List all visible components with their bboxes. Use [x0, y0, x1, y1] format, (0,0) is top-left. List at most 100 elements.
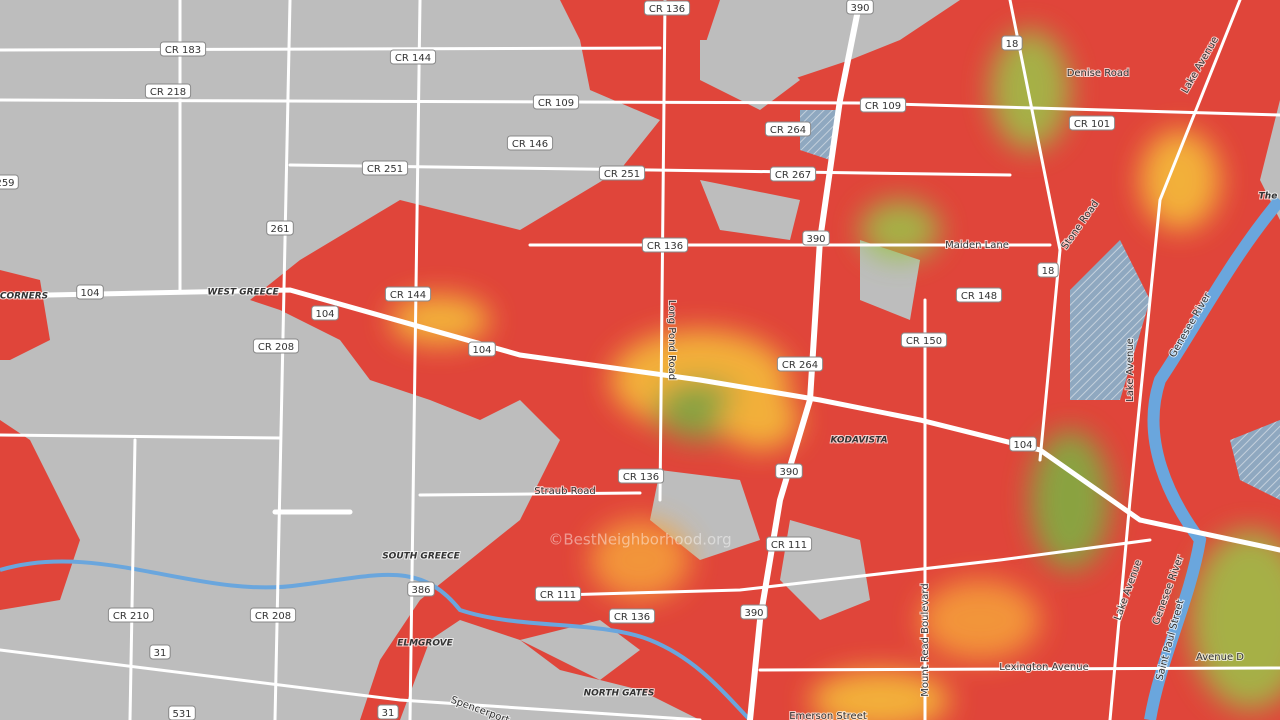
shield-label: 104 — [315, 309, 334, 320]
shield-label: 104 — [472, 345, 491, 356]
place-label: Lexington Avenue — [999, 662, 1088, 673]
shield-label: 104 — [80, 288, 99, 299]
shield — [769, 166, 817, 182]
water — [0, 196, 1280, 720]
shield — [1001, 35, 1023, 51]
shield-label: CR 218 — [150, 87, 186, 98]
road-shields: CR 136 390 CR 183 CR 144 18 CR 218 CR 109 CR 10… — [0, 0, 1116, 720]
shield — [107, 607, 155, 623]
shield — [1068, 115, 1116, 131]
shield — [643, 0, 691, 16]
shield — [955, 287, 1003, 303]
shield — [144, 83, 192, 99]
shield-label: 259 — [0, 178, 15, 189]
shield-label: 18 — [1042, 266, 1055, 277]
shield-label: CR 251 — [604, 169, 640, 180]
watermark: ©BestNeighborhood.org — [548, 531, 731, 549]
place-label: WEST GREECE — [207, 288, 279, 298]
shield — [252, 338, 300, 354]
shield — [598, 165, 646, 181]
shield-label: CR 111 — [771, 540, 807, 551]
shield — [776, 356, 824, 372]
shield — [311, 305, 339, 321]
place-label: NORTH GATES — [584, 689, 655, 699]
place-label: Denise Road — [1067, 68, 1130, 79]
shield — [0, 174, 19, 190]
shield — [765, 536, 813, 552]
shield-label: 261 — [270, 224, 289, 235]
shield — [389, 49, 437, 65]
shield — [1037, 262, 1059, 278]
place-label: Emerson Street — [789, 711, 867, 720]
shield — [740, 604, 768, 620]
shield — [802, 230, 830, 246]
shield-label: CR 150 — [906, 336, 942, 347]
shield-label: CR 264 — [770, 125, 806, 136]
shield-label: CR 208 — [255, 611, 291, 622]
shield — [361, 160, 409, 176]
place-label: Straub Road — [534, 486, 595, 497]
shield-label: 386 — [411, 585, 430, 596]
shield-label: 31 — [154, 648, 167, 659]
shield — [159, 41, 207, 57]
shield — [468, 341, 496, 357]
shield-label: 104 — [1013, 440, 1032, 451]
shield — [249, 607, 297, 623]
shield — [76, 284, 104, 300]
shield-label: CR 136 — [614, 612, 650, 623]
shield-label: 390 — [779, 467, 798, 478]
shield — [859, 97, 907, 113]
shield-label: 31 — [382, 708, 395, 719]
place-label: ELMGROVE — [397, 639, 453, 649]
shield — [900, 332, 948, 348]
shield-label: CR 183 — [165, 45, 201, 56]
shield — [532, 94, 580, 110]
shield — [775, 463, 803, 479]
shield-label: CR 144 — [390, 290, 426, 301]
shield — [641, 237, 689, 253]
shield — [764, 121, 812, 137]
shield-label: CR 264 — [782, 360, 818, 371]
shield-label: CR 148 — [961, 291, 997, 302]
shield — [1009, 436, 1037, 452]
shield-label: 390 — [744, 608, 763, 619]
shield-label: CR 136 — [649, 4, 685, 15]
place-label: Mount Read Boulevard — [920, 583, 931, 696]
shield — [407, 581, 435, 597]
place-label: The — [1259, 192, 1278, 202]
place-label: Lake Avenue — [1125, 338, 1136, 402]
place-label: Avenue D — [1196, 652, 1244, 663]
shield-label: CR 109 — [538, 98, 574, 109]
place-label: KODAVISTA — [830, 436, 887, 446]
shield-label: CR 210 — [113, 611, 149, 622]
place-label: Long Pond Road — [666, 300, 677, 380]
shield — [608, 608, 656, 624]
shield-label: CR 136 — [647, 241, 683, 252]
shield — [266, 220, 294, 236]
shield — [377, 704, 399, 720]
place-label: CORNERS — [0, 292, 48, 302]
shield — [534, 586, 582, 602]
shield-label: CR 111 — [540, 590, 576, 601]
shield-label: 18 — [1006, 39, 1019, 50]
shield-label: 390 — [806, 234, 825, 245]
shield — [168, 705, 196, 720]
shield-label: 531 — [172, 709, 191, 720]
shield — [846, 0, 874, 15]
shield — [149, 644, 171, 660]
shield-label: CR 101 — [1074, 119, 1110, 130]
shield — [617, 468, 665, 484]
shield-label: CR 267 — [775, 170, 811, 181]
shield — [506, 135, 554, 151]
shield-label: CR 251 — [367, 164, 403, 175]
shield-label: CR 208 — [258, 342, 294, 353]
place-label: SOUTH GREECE — [382, 552, 460, 562]
shield-label: 390 — [850, 3, 869, 14]
shield-label: CR 109 — [865, 101, 901, 112]
shield-label: CR 146 — [512, 139, 548, 150]
shield — [384, 286, 432, 302]
shield-label: CR 136 — [623, 472, 659, 483]
